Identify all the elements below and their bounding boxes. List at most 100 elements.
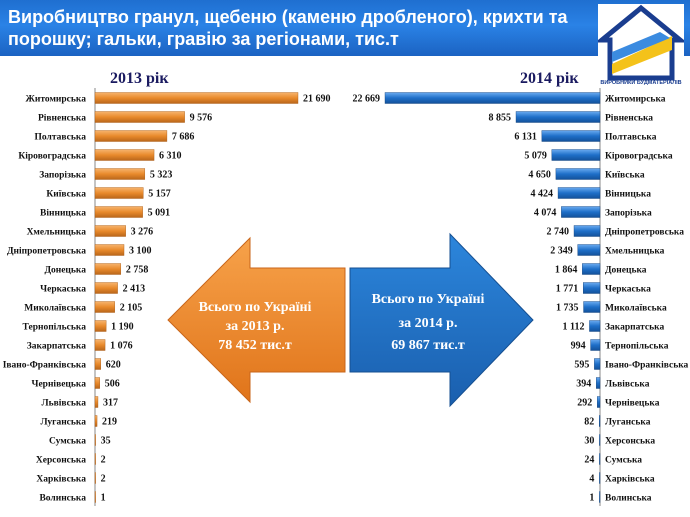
bar-2013 [94, 149, 155, 161]
value-label-2013: 1 190 [111, 322, 134, 333]
bar-2014 [561, 206, 601, 218]
bar-2013 [94, 206, 143, 218]
category-label-2013: Сумська [49, 437, 86, 447]
bar-2014 [573, 225, 601, 237]
value-label-2014: 994 [571, 341, 586, 352]
bar-2014 [594, 358, 601, 370]
category-label-2013: Тернопільська [23, 322, 87, 333]
category-label-2014: Івано-Франківська [605, 360, 689, 371]
value-label-2013: 5 323 [150, 170, 173, 181]
value-label-2014: 5 079 [524, 151, 547, 162]
bar-2014 [590, 339, 601, 351]
value-label-2014: 24 [584, 455, 594, 466]
bar-2014 [551, 149, 601, 161]
value-label-2014: 4 074 [534, 208, 557, 219]
value-label-2014: 4 424 [531, 189, 554, 200]
value-label-2014: 4 [589, 474, 594, 485]
value-label-2014: 30 [584, 436, 594, 447]
category-label-2014: Хмельницька [605, 247, 665, 257]
value-label-2013: 21 690 [303, 94, 331, 105]
value-label-2013: 1 [101, 493, 106, 504]
bar-2013 [94, 491, 96, 503]
category-label-2013: Хмельницька [27, 228, 87, 238]
category-label-2014: Миколаївська [605, 304, 667, 314]
bar-2014 [583, 282, 601, 294]
value-label-2013: 2 105 [120, 303, 143, 314]
bar-2013 [94, 111, 185, 123]
chart-2013: Житомирська 21 690 Рівненська 9 576 Полтавсь… [3, 92, 331, 504]
value-label-2013: 3 100 [129, 246, 152, 257]
category-label-2013: Волинська [39, 494, 86, 504]
category-label-2014: Волинська [605, 494, 652, 504]
year-label-2013: 2013 рік [110, 70, 169, 87]
value-label-2013: 6 310 [159, 151, 182, 162]
bar-2013 [94, 320, 107, 332]
category-label-2014: Полтавська [605, 133, 657, 143]
bar-2014 [596, 377, 601, 389]
bar-2014 [541, 130, 601, 142]
category-label-2013: Житомирська [25, 95, 86, 105]
category-label-2014: Рівненська [605, 113, 653, 124]
category-label-2014: Тернопільська [605, 341, 669, 352]
value-label-2014: 4 650 [528, 170, 551, 181]
category-label-2013: Миколаївська [24, 304, 86, 314]
category-label-2013: Львівська [42, 398, 87, 409]
value-label-2014: 1 [589, 493, 594, 504]
value-label-2013: 5 091 [148, 208, 171, 219]
category-label-2013: Запорізька [39, 170, 86, 181]
bar-2013 [94, 434, 96, 446]
bar-2013 [94, 92, 299, 104]
bar-2014 [582, 263, 601, 275]
category-label-2013: Харківська [36, 474, 86, 485]
value-label-2013: 7 686 [172, 132, 195, 143]
total-2014-line3: 69 867 тис.т [391, 338, 465, 353]
value-label-2013: 2 413 [123, 284, 146, 295]
bar-2014 [384, 92, 601, 104]
total-2013-line2: за 2013 р. [226, 319, 285, 334]
category-label-2014: Чернівецька [605, 398, 660, 409]
bar-2013 [94, 282, 118, 294]
value-label-2014: 2 349 [550, 246, 573, 257]
category-label-2014: Дніпропетровська [605, 227, 684, 238]
value-label-2013: 2 [101, 474, 106, 485]
category-label-2014: Київська [605, 171, 645, 181]
value-label-2014: 1 864 [555, 265, 578, 276]
bar-2014 [599, 472, 601, 484]
total-2013-line1: Всього по Україні [199, 300, 312, 315]
bar-2014 [599, 453, 601, 465]
value-label-2014: 394 [576, 379, 591, 390]
bar-2013 [94, 244, 125, 256]
bar-2013 [94, 339, 106, 351]
value-label-2013: 2 [101, 455, 106, 466]
bar-2014 [599, 415, 601, 427]
bar-2013 [94, 415, 98, 427]
bar-2014 [555, 168, 601, 180]
category-label-2014: Кіровоградська [605, 151, 673, 162]
bar-2013 [94, 225, 126, 237]
category-label-2013: Дніпропетровська [7, 246, 86, 257]
category-label-2013: Полтавська [35, 133, 87, 143]
category-label-2014: Вінницька [605, 189, 651, 200]
category-label-2013: Черкаська [40, 285, 86, 295]
category-label-2014: Харківська [605, 474, 655, 485]
logo-text: ВИРОБНИКИ БУДМАТЕРІАЛІВ [600, 80, 681, 86]
value-label-2013: 3 276 [131, 227, 154, 238]
bar-2014 [599, 434, 601, 446]
bar-2013 [94, 396, 99, 408]
bar-2013 [94, 358, 102, 370]
value-label-2013: 2 758 [126, 265, 148, 276]
total-2014-arrow: Всього по Україні за 2014 р. 69 867 тис.… [349, 232, 534, 408]
category-label-2013: Чернівецька [31, 379, 86, 390]
bar-2013 [94, 187, 144, 199]
year-label-2014: 2014 рік [520, 70, 579, 87]
bar-2013 [94, 453, 96, 465]
bar-2013 [94, 168, 146, 180]
total-2014-line1: Всього по Україні [372, 292, 485, 307]
category-label-2013: Донецька [44, 266, 86, 276]
header-banner: Виробництво гранул, щебеню (каменю дробл… [0, 0, 690, 56]
category-label-2013: Херсонська [36, 456, 86, 466]
value-label-2013: 5 157 [148, 189, 171, 200]
category-label-2014: Херсонська [605, 437, 655, 447]
category-label-2014: Запорізька [605, 208, 652, 219]
